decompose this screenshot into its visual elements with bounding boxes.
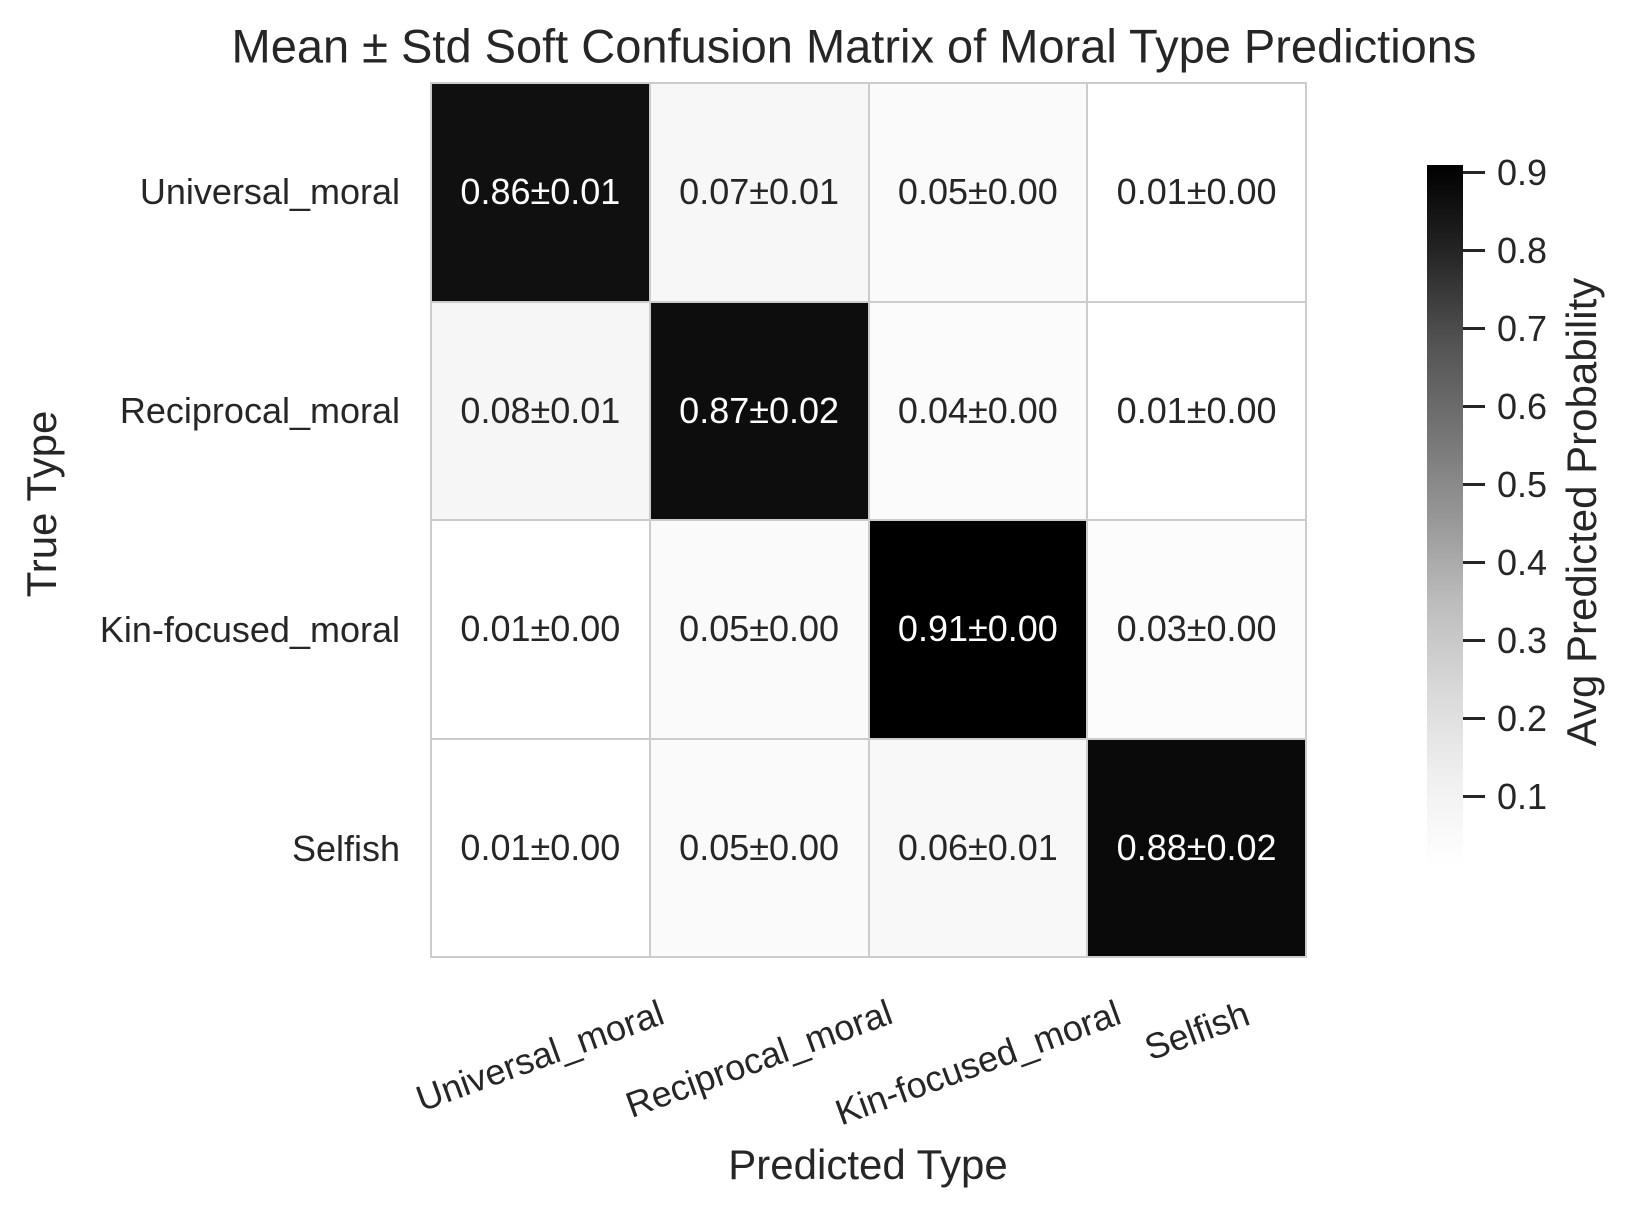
- colorbar-tick-label: 0.8: [1497, 229, 1548, 271]
- heatmap-cell: 0.08±0.01: [432, 302, 649, 519]
- y-tick-label: Kin-focused_moral: [99, 608, 400, 650]
- colorbar-tick: [1463, 405, 1485, 409]
- heatmap-cell: 0.04±0.00: [869, 302, 1087, 519]
- heatmap-cell: 0.05±0.00: [869, 84, 1087, 301]
- heatmap-cell: 0.01±0.00: [1088, 302, 1305, 519]
- y-tick-label: Selfish: [291, 827, 400, 869]
- colorbar-tick-label: 0.5: [1497, 463, 1548, 505]
- colorbar-label: Avg Predicted Probability: [1558, 277, 1605, 747]
- y-axis-label: True Type: [18, 410, 65, 598]
- colorbar: [1427, 165, 1463, 867]
- heatmap-grid: 0.86±0.01 0.07±0.01 0.05±0.00 0.01±0.00 0.08…: [430, 82, 1307, 958]
- colorbar-tick-label: 0.9: [1497, 151, 1548, 193]
- heatmap-cell: 0.01±0.00: [432, 739, 649, 956]
- colorbar-tick: [1463, 639, 1485, 643]
- colorbar-tick-label: 0.1: [1497, 775, 1548, 817]
- y-tick-label: Reciprocal_moral: [119, 389, 400, 431]
- heatmap-cell: 0.06±0.01: [869, 739, 1087, 956]
- colorbar-tick-label: 0.4: [1497, 541, 1548, 583]
- heatmap-cell: 0.03±0.00: [1088, 521, 1305, 738]
- colorbar-tick: [1463, 795, 1485, 799]
- heatmap-cell: 0.01±0.00: [1088, 84, 1305, 301]
- heatmap-cell: 0.05±0.00: [650, 739, 868, 956]
- colorbar-tick-label: 0.3: [1497, 619, 1548, 661]
- colorbar-tick-label: 0.7: [1497, 307, 1548, 349]
- heatmap-cell: 0.91±0.00: [869, 521, 1087, 738]
- colorbar-tick-label: 0.6: [1497, 385, 1548, 427]
- colorbar-tick: [1463, 717, 1485, 721]
- x-axis-label: Predicted Type: [728, 1141, 1008, 1188]
- chart-title: Mean ± Std Soft Confusion Matrix of Mora…: [231, 19, 1477, 73]
- heatmap-cell: 0.07±0.01: [650, 84, 868, 301]
- heatmap-cell: 0.01±0.00: [432, 521, 649, 738]
- colorbar-tick: [1463, 561, 1485, 565]
- colorbar-tick: [1463, 171, 1485, 175]
- heatmap-cell: 0.87±0.02: [650, 302, 868, 519]
- colorbar-tick: [1463, 327, 1485, 331]
- colorbar-tick-label: 0.2: [1497, 697, 1548, 739]
- colorbar-tick: [1463, 483, 1485, 487]
- heatmap-cell: 0.05±0.00: [650, 521, 868, 738]
- y-tick-label: Universal_moral: [139, 170, 400, 212]
- x-tick-label: Selfish: [1139, 992, 1255, 1069]
- heatmap-cell: 0.88±0.02: [1088, 739, 1305, 956]
- heatmap-cell: 0.86±0.01: [432, 84, 649, 301]
- colorbar-tick: [1463, 249, 1485, 253]
